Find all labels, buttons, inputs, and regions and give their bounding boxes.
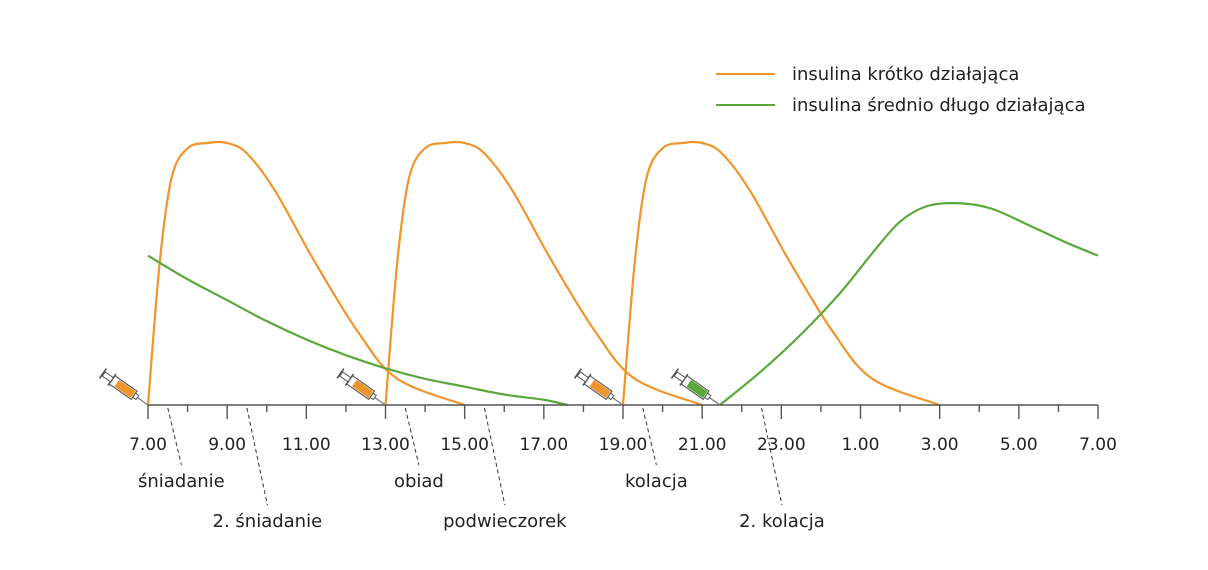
meal-annotations: śniadanie 2. śniadanie obiad podwieczorek ko… (138, 407, 825, 532)
x-axis: 7.00 9.00 11.00 13.00 15.00 17.00 19.00 21.00 23… (129, 404, 1117, 455)
syringe-icon (98, 368, 149, 406)
tick-label: 23.00 (757, 435, 806, 455)
tick-label: 21.00 (678, 435, 727, 455)
tick-label: 9.00 (208, 435, 246, 455)
tick-label: 19.00 (599, 435, 648, 455)
meal-leader-line (761, 407, 783, 506)
meal-leader-line (642, 407, 657, 466)
syringe-icon (670, 368, 721, 406)
tick-label: 5.00 (1000, 435, 1038, 455)
injection-markers (98, 368, 721, 406)
short-acting-curve-0 (146, 140, 466, 407)
syringe-icon (573, 368, 624, 406)
tick-label: 17.00 (519, 435, 568, 455)
tick-label: 1.00 (842, 435, 880, 455)
short-acting-curve-2 (621, 140, 941, 407)
tick-label: 15.00 (440, 435, 489, 455)
meal-leader-line (483, 407, 506, 506)
meal-leader-line (404, 407, 420, 466)
meal-leader-line (246, 407, 268, 506)
meal-label: kolacja (625, 471, 688, 492)
meal-label: 2. śniadanie (213, 511, 323, 532)
tick-label: 13.00 (361, 435, 410, 455)
meal-label: śniadanie (138, 471, 225, 492)
legend: insulina krótko działająca insulina średn… (716, 64, 1086, 116)
meal-label: 2. kolacja (739, 511, 825, 532)
intermediate-acting-curve-4 (719, 201, 1099, 406)
series-group (146, 140, 1099, 407)
tick-label: 3.00 (921, 435, 959, 455)
intermediate-acting-curve-3 (147, 254, 568, 407)
meal-label: podwieczorek (443, 511, 567, 532)
meal-leader-line (167, 407, 182, 466)
tick-label: 7.00 (1079, 435, 1117, 455)
short-acting-curve-1 (384, 140, 703, 407)
tick-label: 11.00 (282, 435, 331, 455)
legend-label: insulina krótko działająca (792, 64, 1019, 85)
syringe-icon (336, 368, 386, 406)
legend-label: insulina średnio długo działająca (792, 95, 1086, 116)
tick-label: 7.00 (129, 435, 167, 455)
meal-label: obiad (394, 471, 444, 492)
